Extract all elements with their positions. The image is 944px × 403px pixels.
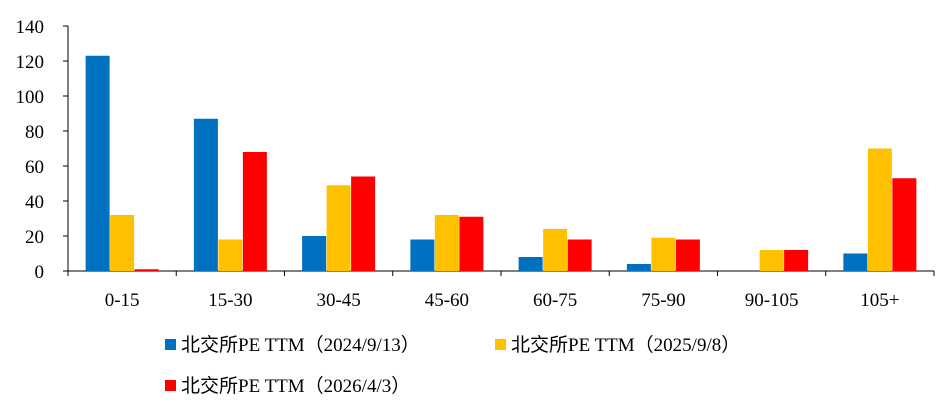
bar-series-2: [675, 239, 700, 271]
x-tick-label: 60-75: [533, 290, 577, 311]
bar-series-0: [193, 118, 218, 271]
bar-series-1: [218, 239, 243, 271]
bar-series-0: [518, 257, 543, 271]
bar-series-2: [567, 239, 592, 271]
bar-series-1: [434, 215, 459, 271]
bar-series-1: [867, 148, 892, 271]
y-tick-label: 40: [25, 192, 44, 213]
legend-swatch: [495, 339, 506, 350]
legend-label: 北交所PE TTM（2026/4/3）: [181, 375, 410, 397]
x-tick-label: 45-60: [425, 290, 469, 311]
legend: 北交所PE TTM（2024/9/13） 北交所PE TTM（2025/9/8） 北…: [165, 334, 740, 397]
bar-series-2: [351, 176, 376, 271]
y-tick-label: 100: [16, 87, 45, 108]
legend-swatch: [165, 339, 176, 350]
y-tick-label: 0: [35, 262, 45, 283]
x-axis: 0-15 15-30 30-45 45-60 60-75 75-90 90-105 105+: [67, 270, 935, 311]
x-tick-label: 75-90: [641, 290, 685, 311]
bar-series-2: [242, 152, 267, 271]
bar-series-0: [626, 264, 651, 271]
bar-series-1: [651, 237, 676, 271]
bar-series-0: [843, 253, 868, 271]
legend-label: 北交所PE TTM（2024/9/13）: [181, 334, 420, 356]
y-tick-label: 140: [16, 17, 45, 38]
bar-series-2: [459, 216, 484, 271]
bar-series-2: [892, 178, 917, 271]
y-tick-label: 80: [25, 122, 44, 143]
x-tick-label: 105+: [860, 290, 899, 311]
y-tick-label: 20: [25, 227, 44, 248]
y-axis: 0 20 40 60 80 100 120 140: [16, 17, 69, 283]
bar-series-1: [543, 229, 568, 271]
x-tick-label: 0-15: [105, 290, 140, 311]
bar-series-0: [410, 239, 435, 271]
y-tick-label: 60: [25, 157, 44, 178]
x-tick-label: 90-105: [745, 290, 799, 311]
bars: [85, 55, 917, 271]
bar-series-0: [302, 236, 327, 271]
bar-series-2: [134, 269, 159, 271]
y-tick-label: 120: [16, 52, 45, 73]
legend-label: 北交所PE TTM（2025/9/8）: [511, 334, 740, 356]
bar-series-1: [326, 185, 351, 271]
bar-series-1: [759, 250, 784, 271]
legend-swatch: [165, 380, 176, 391]
bar-series-2: [784, 250, 809, 271]
x-tick-label: 30-45: [316, 290, 360, 311]
x-tick-label: 15-30: [208, 290, 252, 311]
bar-series-1: [110, 215, 135, 271]
bar-series-0: [85, 55, 110, 271]
